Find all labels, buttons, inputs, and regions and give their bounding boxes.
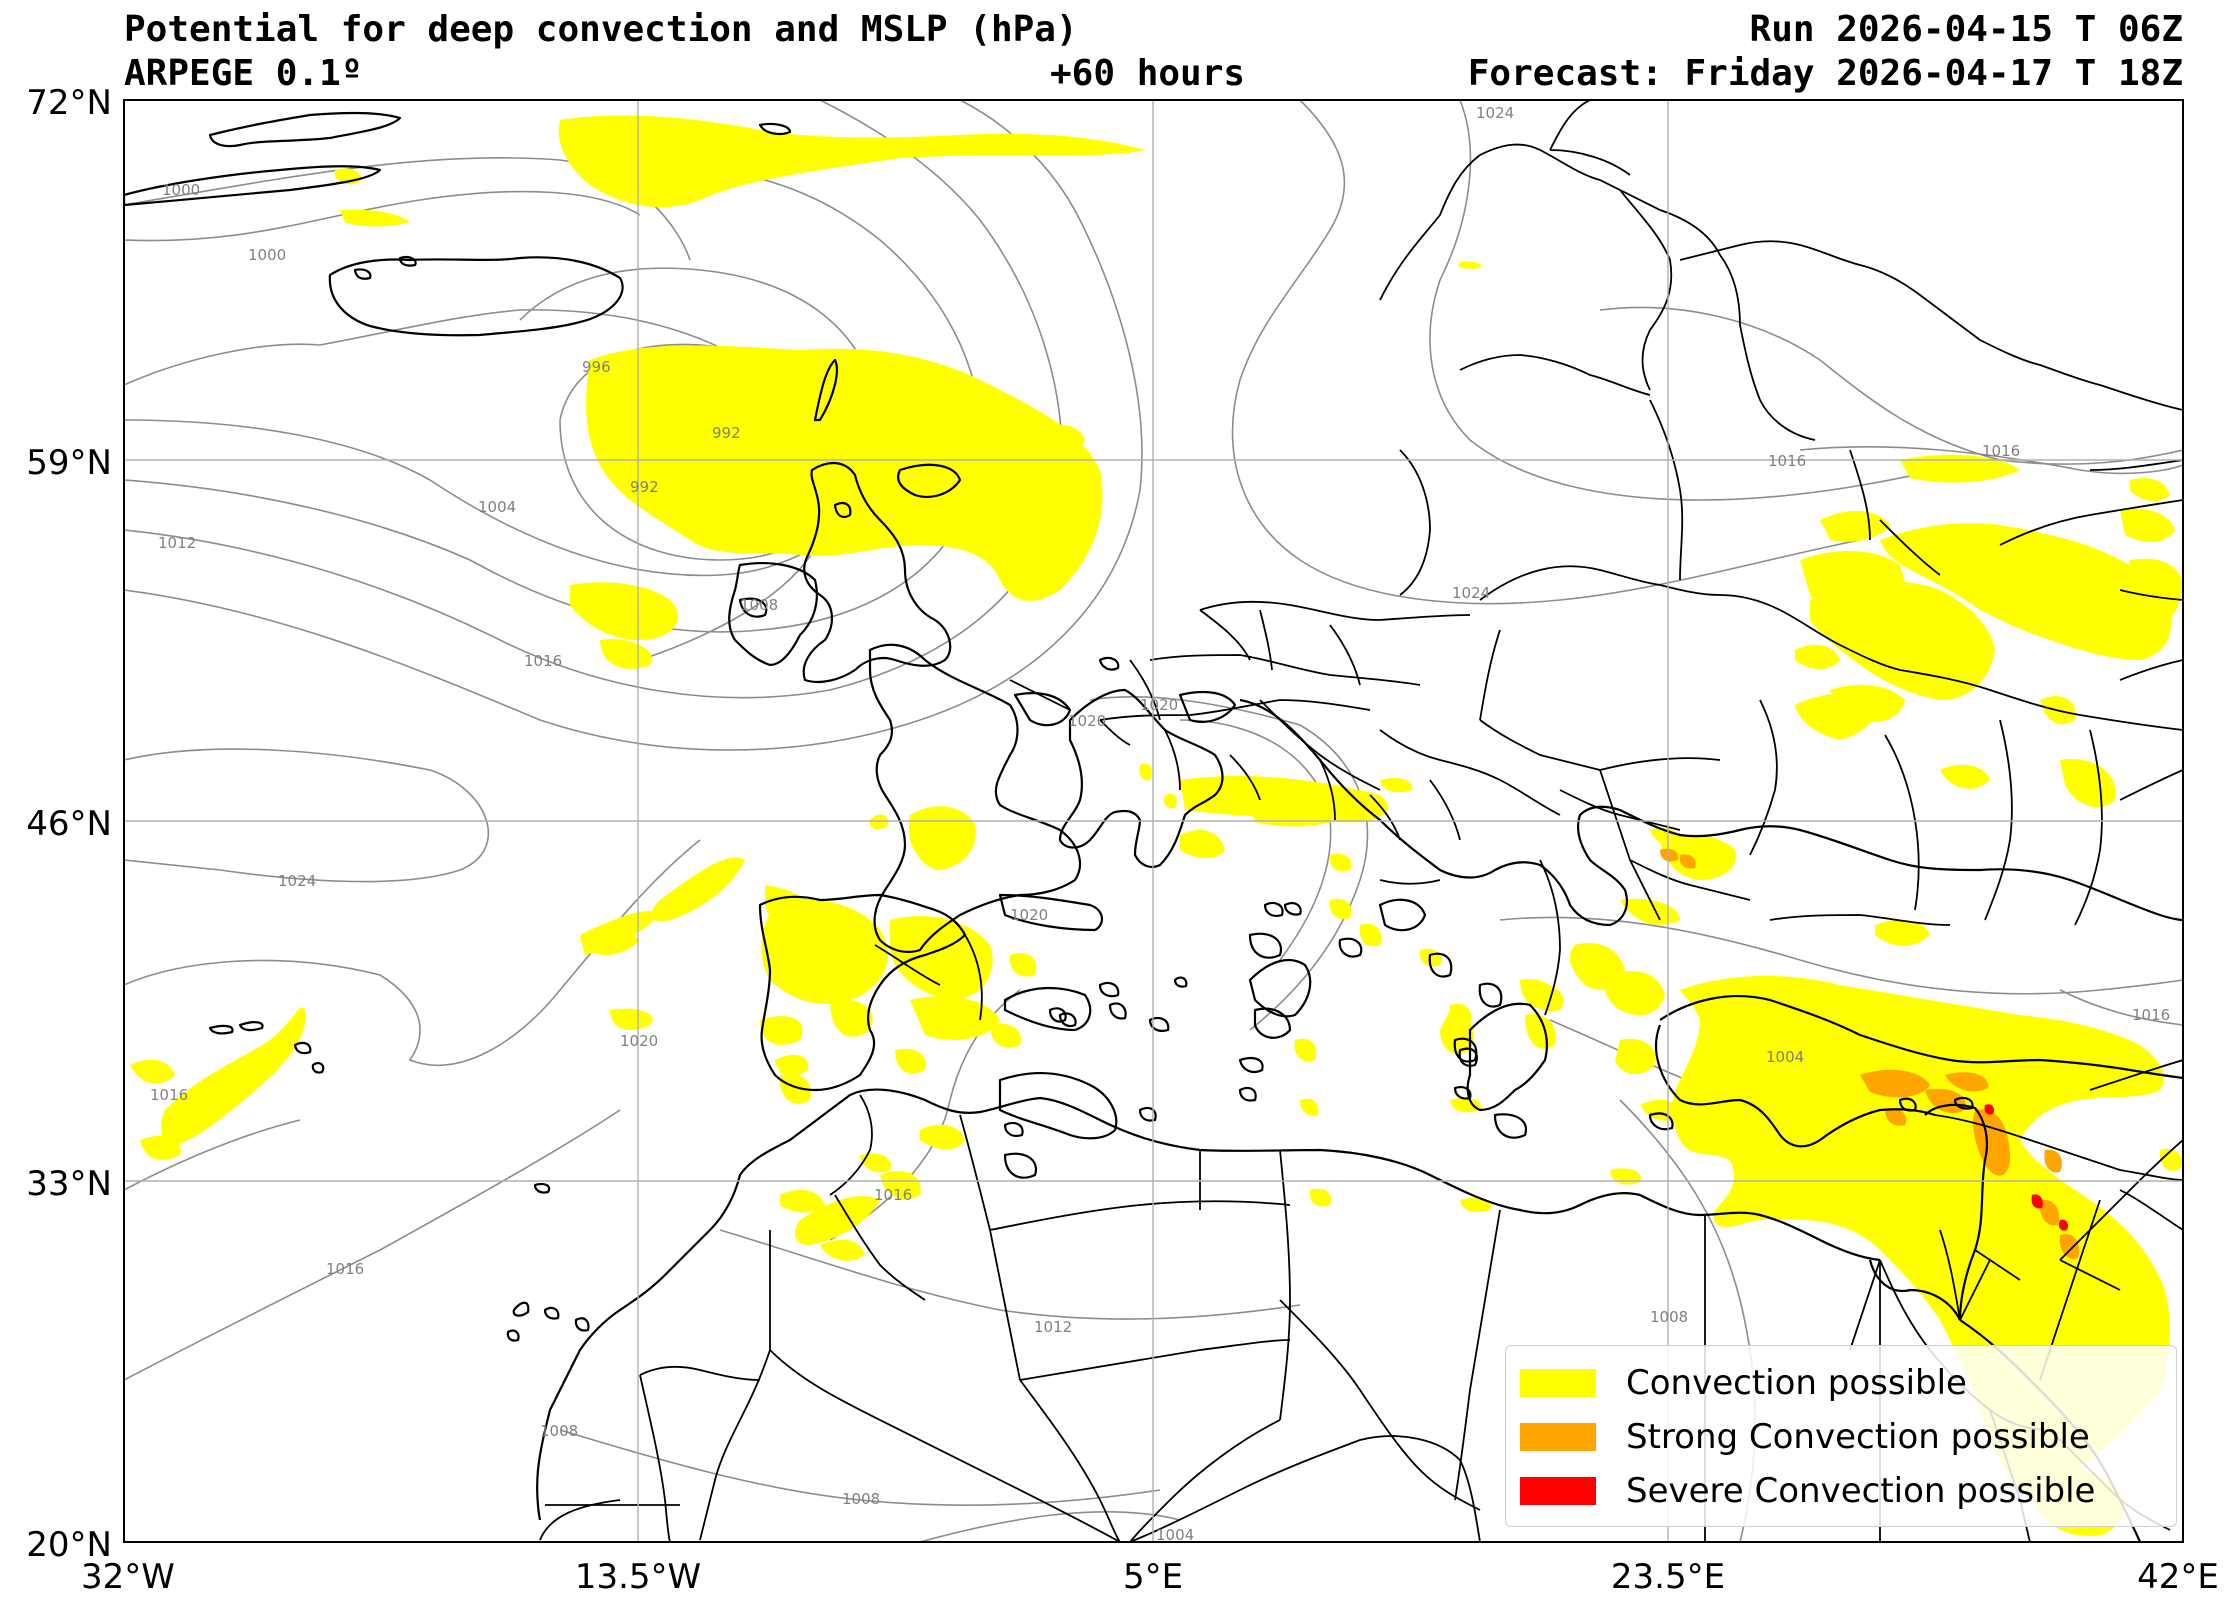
isobar-label: 1016 [2132,1006,2170,1024]
isobar-label: 1024 [1476,104,1514,122]
isobar-label: 1020 [1068,712,1106,730]
legend-item-strong-convection: Strong Convection possible [1520,1412,2090,1462]
isobar-label: 1004 [1766,1048,1804,1066]
legend: Convection possible Strong Convection po… [1505,1345,2177,1527]
isobar-layer [124,100,2183,1542]
map-title: Potential for deep convection and MSLP (… [124,9,1078,50]
isobar-label: 1016 [1982,442,2020,460]
lon-tick-label: 32°W [81,1557,175,1597]
isobar-label: 1000 [162,181,200,199]
isobar-label: 1016 [326,1260,364,1278]
lat-tick-label: 59°N [26,443,112,483]
latitude-ticks: 72°N 59°N 46°N 33°N 20°N [26,83,112,1565]
lat-tick-label: 20°N [26,1525,112,1565]
isobar-label: 1008 [842,1490,880,1508]
model-label: ARPEGE 0.1º [124,53,363,94]
legend-item-severe-convection: Severe Convection possible [1520,1466,2095,1516]
lat-tick-label: 72°N [26,83,112,123]
isobar-label: 1020 [620,1032,658,1050]
isobar-label: 1000 [248,246,286,264]
isobar-label: 1016 [1768,452,1806,470]
isobar-label: 1008 [1650,1308,1688,1326]
isobar-label-layer: 1024 1000 1000 996 992 992 1004 1012 100… [150,104,2170,1544]
legend-item-convection: Convection possible [1520,1358,1967,1408]
isobar-label: 1008 [540,1422,578,1440]
isobar-label: 1020 [1010,906,1048,924]
isobar-label: 1016 [524,652,562,670]
map-frame [123,99,2184,1543]
graticule [124,100,2183,1542]
convection-possible-layer [130,115,2183,1536]
isobar-label: 992 [630,478,659,496]
isobar-label: 1024 [278,872,316,890]
severe-convection-layer [1984,1104,2069,1231]
isobar-label: 1016 [874,1186,912,1204]
legend-swatch [1520,1423,1596,1451]
lat-tick-label: 46°N [26,804,112,844]
isobar-label: 1024 [1452,584,1490,602]
isobar-label: 1016 [150,1086,188,1104]
legend-swatch [1520,1369,1596,1397]
lon-tick-label: 23.5°E [1611,1557,1725,1597]
lon-tick-label: 5°E [1123,1557,1183,1597]
isobar-label: 992 [712,424,741,442]
lon-tick-label: 13.5°W [575,1557,701,1597]
lat-tick-label: 33°N [26,1164,112,1204]
isobar-label: 1020 [1140,696,1178,714]
legend-swatch [1520,1477,1596,1505]
isobar-label: 1012 [1034,1318,1072,1336]
isobar-label: 996 [582,358,611,376]
isobar-label: 1012 [158,534,196,552]
isobar-label: 1004 [1156,1526,1194,1544]
lon-tick-label: 42°E [2137,1557,2219,1597]
forecast-time-label: Forecast: Friday 2026-04-17 T 18Z [1467,53,2183,94]
legend-label: Severe Convection possible [1626,1471,2096,1511]
longitude-ticks: 32°W 13.5°W 5°E 23.5°E 42°E [81,1557,2219,1597]
lead-time-label: +60 hours [1050,53,1246,94]
isobar-label: 1004 [478,498,516,516]
legend-label: Strong Convection possible [1626,1417,2090,1457]
run-label: Run 2026-04-15 T 06Z [1749,9,2183,50]
legend-label: Convection possible [1626,1363,1967,1403]
isobar-label: 1008 [740,596,778,614]
